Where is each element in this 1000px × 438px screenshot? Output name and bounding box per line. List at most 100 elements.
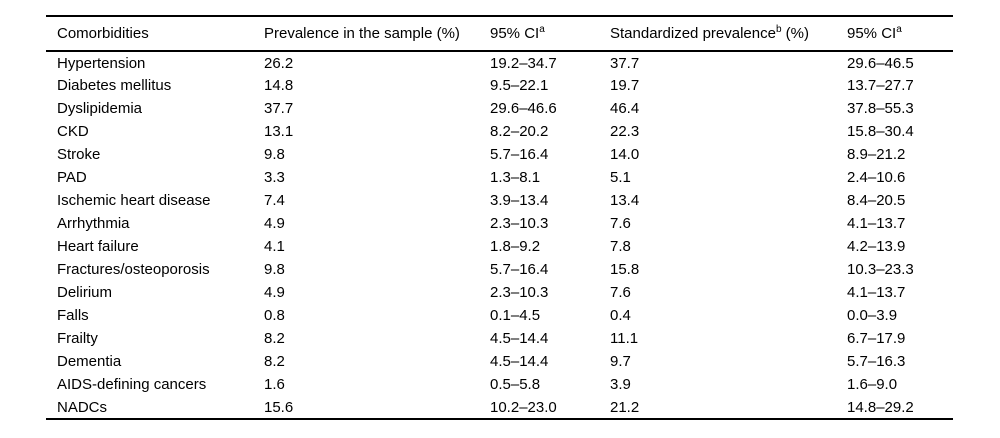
value-cell: 9.8 xyxy=(264,146,285,163)
footnote-marker: a xyxy=(896,24,902,35)
value-cell: 22.3 xyxy=(610,123,640,140)
footnote-marker: a xyxy=(539,24,545,35)
value-cell: 15.8–30.4 xyxy=(847,123,914,140)
value-cell: 9.8 xyxy=(264,261,285,278)
value-cell: 4.1–13.7 xyxy=(847,215,906,232)
value-cell: 13.7–27.7 xyxy=(847,77,914,94)
comorbidity-name-cell: Diabetes mellitus xyxy=(57,77,172,94)
comorbidity-name-cell: NADCs xyxy=(57,398,108,416)
table-row: NADCs 15.6 10.2–23.0 21.2 14.8–29.2 xyxy=(46,396,953,419)
value-cell: 46.4 xyxy=(610,100,640,117)
column-header: 95% CIa xyxy=(847,24,902,42)
value-cell: 1.8–9.2 xyxy=(490,238,541,255)
value-cell: 29.6–46.5 xyxy=(847,54,914,72)
value-cell: 2.4–10.6 xyxy=(847,169,906,186)
value-cell: 4.5–14.4 xyxy=(490,330,549,347)
table-row: Falls 0.8 0.1–4.5 0.4 0.0–3.9 xyxy=(46,304,953,327)
value-cell: 5.7–16.3 xyxy=(847,353,906,370)
value-cell: 14.0 xyxy=(610,146,640,163)
value-cell: 4.1 xyxy=(264,238,285,255)
value-cell: 0.4 xyxy=(610,307,631,324)
value-cell: 15.6 xyxy=(264,398,294,416)
value-cell: 21.2 xyxy=(610,398,640,416)
column-header: Standardized prevalenceb (%) xyxy=(610,24,810,42)
value-cell: 7.8 xyxy=(610,238,631,255)
value-cell: 15.8 xyxy=(610,261,640,278)
comorbidity-name-cell: Delirium xyxy=(57,284,113,301)
comorbidity-name-cell: Ischemic heart disease xyxy=(57,192,211,209)
value-cell: 3.3 xyxy=(264,169,285,186)
value-cell: 14.8–29.2 xyxy=(847,398,914,416)
value-cell: 6.7–17.9 xyxy=(847,330,906,347)
value-cell: 0.8 xyxy=(264,307,285,324)
value-cell: 7.6 xyxy=(610,215,631,232)
value-cell: 2.3–10.3 xyxy=(490,284,549,301)
table-row: AIDS-defining cancers 1.6 0.5–5.8 3.9 1.6–9.… xyxy=(46,373,953,396)
table-row: Arrhythmia 4.9 2.3–10.3 7.6 4.1–13.7 xyxy=(46,212,953,235)
value-cell: 26.2 xyxy=(264,54,294,72)
value-cell: 2.3–10.3 xyxy=(490,215,549,232)
value-cell: 10.3–23.3 xyxy=(847,261,914,278)
value-cell: 1.3–8.1 xyxy=(490,169,541,186)
comorbidity-name-cell: Falls xyxy=(57,307,89,324)
column-header: Prevalence in the sample (%) xyxy=(264,25,460,42)
value-cell: 13.4 xyxy=(610,192,640,209)
value-cell: 0.5–5.8 xyxy=(490,376,541,393)
value-cell: 9.7 xyxy=(610,353,631,370)
value-cell: 1.6–9.0 xyxy=(847,376,898,393)
value-cell: 14.8 xyxy=(264,77,294,94)
value-cell: 37.7 xyxy=(264,100,294,117)
value-cell: 7.4 xyxy=(264,192,285,209)
table-row: CKD 13.1 8.2–20.2 22.3 15.8–30.4 xyxy=(46,120,953,143)
table-row: Diabetes mellitus 14.8 9.5–22.1 19.7 13.7–27… xyxy=(46,74,953,97)
value-cell: 8.2–20.2 xyxy=(490,123,549,140)
value-cell: 5.7–16.4 xyxy=(490,146,549,163)
value-cell: 8.9–21.2 xyxy=(847,146,906,163)
comorbidity-name-cell: Dyslipidemia xyxy=(57,100,143,117)
value-cell: 4.9 xyxy=(264,215,285,232)
value-cell: 0.0–3.9 xyxy=(847,307,898,324)
column-header: 95% CIa xyxy=(490,24,545,42)
comorbidity-name-cell: Dementia xyxy=(57,353,122,370)
column-header: Comorbidities xyxy=(57,25,149,42)
table-row: Ischemic heart disease 7.4 3.9–13.4 13.4 8.4… xyxy=(46,189,953,212)
comorbidity-name-cell: Stroke xyxy=(57,146,101,163)
value-cell: 10.2–23.0 xyxy=(490,398,557,416)
comorbidity-name-cell: PAD xyxy=(57,169,87,186)
value-cell: 13.1 xyxy=(264,123,294,140)
value-cell: 19.2–34.7 xyxy=(490,54,557,72)
value-cell: 37.7 xyxy=(610,54,640,72)
table-row: Dyslipidemia 37.7 29.6–46.6 46.4 37.8–55.3 xyxy=(46,97,953,120)
comorbidity-name-cell: CKD xyxy=(57,123,89,140)
table-row: Delirium 4.9 2.3–10.3 7.6 4.1–13.7 xyxy=(46,281,953,304)
value-cell: 8.2 xyxy=(264,330,285,347)
table-row: Stroke 9.8 5.7–16.4 14.0 8.9–21.2 xyxy=(46,143,953,166)
table-row: Dementia 8.2 4.5–14.4 9.7 5.7–16.3 xyxy=(46,350,953,373)
value-cell: 19.7 xyxy=(610,77,640,94)
comorbidity-name-cell: Fractures/osteoporosis xyxy=(57,261,210,278)
value-cell: 8.4–20.5 xyxy=(847,192,906,209)
value-cell: 1.6 xyxy=(264,376,285,393)
comorbidity-name-cell: AIDS-defining cancers xyxy=(57,376,207,393)
value-cell: 29.6–46.6 xyxy=(490,100,557,117)
value-cell: 8.2 xyxy=(264,353,285,370)
value-cell: 9.5–22.1 xyxy=(490,77,549,94)
table-head: Comorbidities Prevalence in the sample (%… xyxy=(46,16,953,51)
header-row: Comorbidities Prevalence in the sample (%… xyxy=(46,16,953,51)
value-cell: 5.1 xyxy=(610,169,631,186)
comorbidity-name-cell: Heart failure xyxy=(57,238,139,255)
value-cell: 37.8–55.3 xyxy=(847,100,914,117)
table-row: PAD 3.3 1.3–8.1 5.1 2.4–10.6 xyxy=(46,166,953,189)
value-cell: 4.9 xyxy=(264,284,285,301)
table-row: Hypertension 26.2 19.2–34.7 37.7 29.6–46.5 xyxy=(46,51,953,74)
value-cell: 3.9–13.4 xyxy=(490,192,549,209)
comorbidity-name-cell: Arrhythmia xyxy=(57,215,130,232)
table-row: Frailty 8.2 4.5–14.4 11.1 6.7–17.9 xyxy=(46,327,953,350)
value-cell: 0.1–4.5 xyxy=(490,307,541,324)
value-cell: 5.7–16.4 xyxy=(490,261,549,278)
table-body: Hypertension 26.2 19.2–34.7 37.7 29.6–46.5 Di… xyxy=(46,51,953,419)
comorbidity-prevalence-table: Comorbidities Prevalence in the sample (%… xyxy=(46,15,953,420)
value-cell: 7.6 xyxy=(610,284,631,301)
value-cell: 3.9 xyxy=(610,376,631,393)
